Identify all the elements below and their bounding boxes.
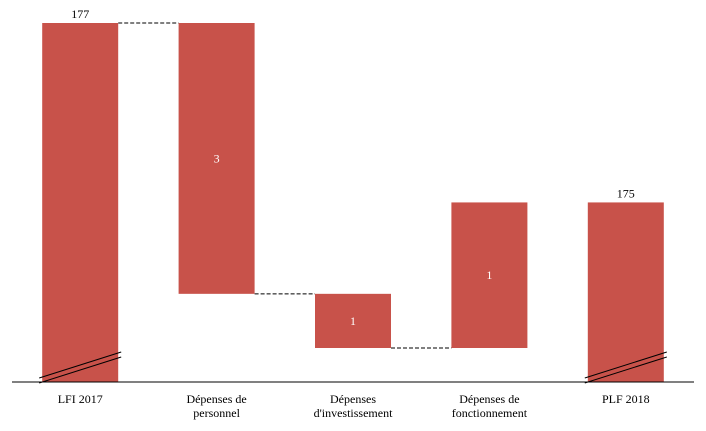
category-label-3: Dépenses de fonctionnement (452, 392, 528, 420)
value-labels: 177 3 1 1 175 (71, 7, 635, 328)
category-label-0: LFI 2017 (58, 392, 103, 406)
axis-break-4-0 (584, 351, 667, 379)
bars (42, 23, 664, 382)
axis-break-4-1 (584, 356, 667, 384)
connector-lines (118, 22, 452, 349)
value-label-2: 1 (350, 314, 356, 328)
category-label-4: PLF 2018 (602, 392, 650, 406)
bar-4 (587, 202, 664, 382)
axis-break-0-0 (39, 351, 122, 379)
axis-break-0-1 (39, 356, 122, 384)
bar-1 (178, 23, 255, 294)
category-label-1: Dépenses de personnel (186, 392, 246, 420)
value-label-4: 175 (617, 186, 635, 200)
value-label-1: 3 (214, 151, 220, 165)
category-labels: LFI 2017 Dépenses de personnel Dépenses d'in… (58, 392, 650, 420)
axis-break-marks (39, 351, 667, 384)
category-label-2: Dépenses d'investissement (314, 392, 393, 420)
bar-2 (315, 293, 391, 348)
value-label-0: 177 (71, 7, 89, 21)
bar-0 (42, 23, 119, 382)
value-label-3: 1 (486, 268, 492, 282)
bar-3 (451, 202, 528, 348)
